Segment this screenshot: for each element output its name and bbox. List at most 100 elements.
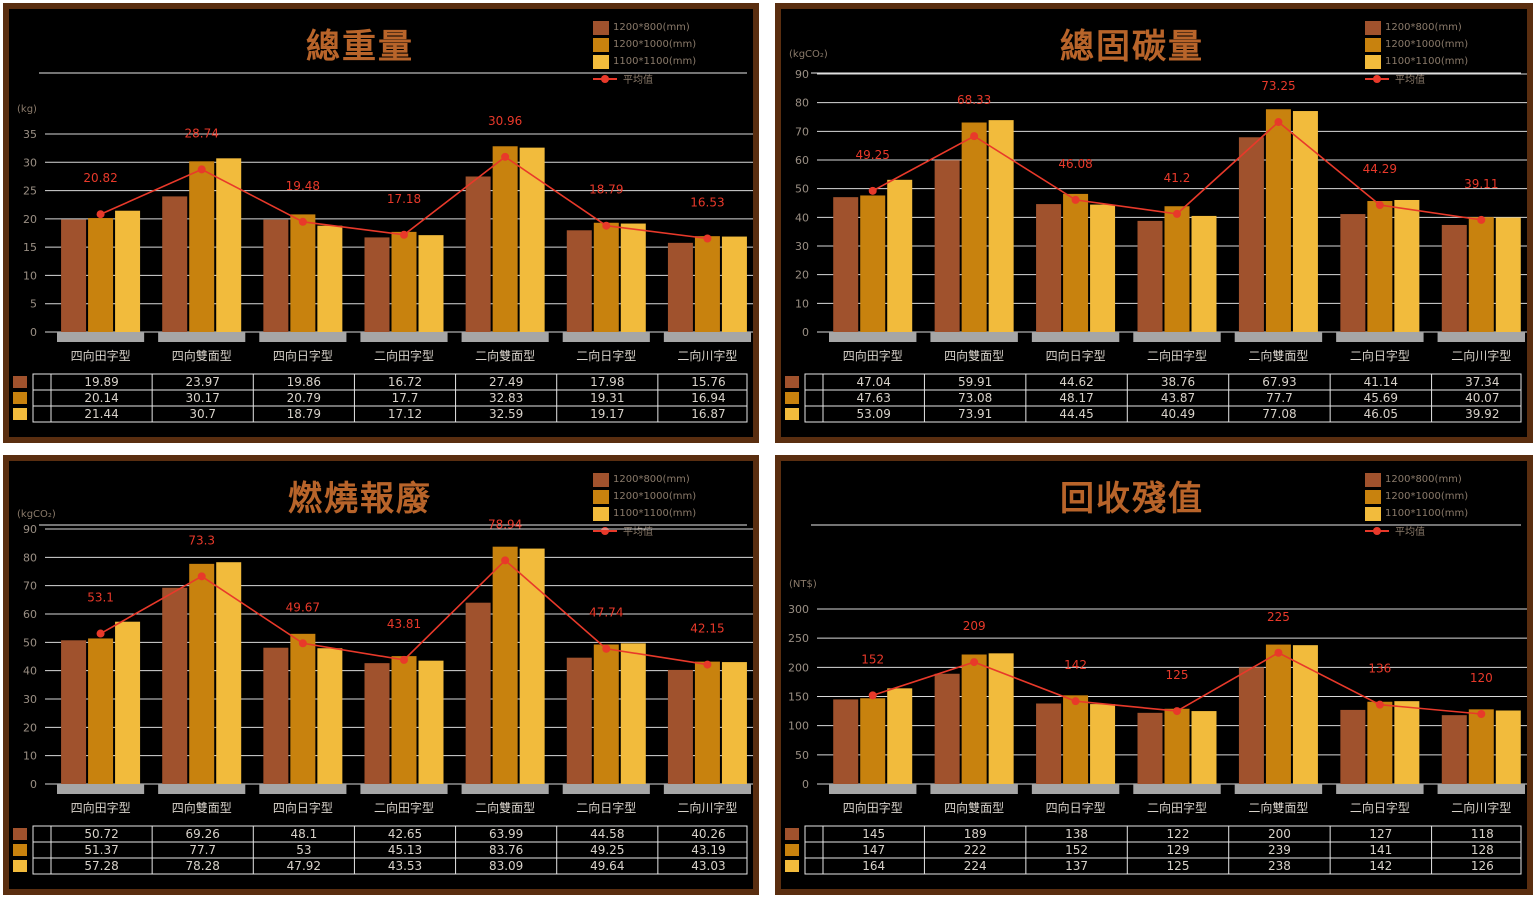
table-cell: 147 — [862, 843, 885, 857]
average-point — [400, 655, 408, 664]
legend-swatch — [1365, 37, 1381, 52]
x-tick-label: 二向日字型 — [1350, 348, 1410, 363]
average-data-label: 41.2 — [1164, 171, 1191, 185]
y-tick-label: 0 — [802, 326, 809, 339]
bar — [721, 236, 747, 332]
table-cell: 43.03 — [691, 859, 725, 873]
legend-swatch — [593, 20, 609, 35]
bar — [566, 657, 592, 784]
bar — [620, 643, 646, 784]
average-data-label: 18.79 — [589, 183, 623, 197]
table-row-swatch — [13, 828, 27, 840]
table-cell: 30.17 — [186, 391, 220, 405]
legend-swatch — [1365, 20, 1381, 35]
legend-item: 1200*1000(mm) — [593, 36, 696, 53]
average-point — [602, 221, 611, 230]
table-cell: 224 — [964, 859, 987, 873]
average-point — [602, 644, 611, 653]
category-base — [1031, 332, 1120, 342]
y-tick-label: 5 — [30, 298, 37, 311]
legend-item: 1100*1100(mm) — [1365, 53, 1468, 70]
category-base — [1133, 784, 1221, 794]
bar — [566, 230, 592, 332]
average-data-label: 125 — [1166, 668, 1189, 682]
legend-line-marker — [593, 73, 617, 85]
category-base — [1336, 784, 1424, 794]
average-point — [96, 629, 105, 638]
legend-label: 平均值 — [1395, 75, 1425, 86]
legend-label: 1200*1000(mm) — [1385, 491, 1469, 502]
x-tick-label: 二向日字型 — [1350, 800, 1410, 815]
category-base — [663, 784, 751, 794]
table-row-swatch — [13, 844, 27, 856]
table-cell: 51.37 — [84, 843, 118, 857]
bar — [1036, 204, 1062, 332]
legend-line-marker — [1365, 525, 1389, 537]
table-cell: 57.28 — [84, 859, 118, 873]
legend-label: 1200*800(mm) — [613, 22, 690, 33]
table-cell: 152 — [1065, 843, 1088, 857]
bar — [317, 225, 343, 332]
legend-label: 1100*1100(mm) — [1385, 508, 1469, 519]
x-tick-label: 二向雙面型 — [475, 800, 535, 815]
legend-line-marker — [593, 525, 617, 537]
y-tick-label: 300 — [788, 603, 809, 616]
bar — [988, 120, 1014, 332]
table-cell: 17.7 — [392, 391, 419, 405]
table-row-swatch — [13, 408, 27, 420]
legend-item: 1100*1100(mm) — [593, 505, 696, 522]
bar — [1468, 709, 1494, 784]
table-cell: 44.62 — [1059, 375, 1093, 389]
average-point — [1375, 201, 1384, 210]
table-cell: 38.76 — [1161, 375, 1195, 389]
data-table — [32, 825, 748, 875]
legend: 1200*800(mm) 1200*1000(mm) 1100*1100(mm) 平均… — [593, 19, 696, 87]
y-tick-label: 15 — [23, 241, 37, 254]
bar — [162, 196, 188, 332]
average-point — [1274, 118, 1283, 127]
y-tick-label: 100 — [788, 720, 809, 733]
table-cell: 67.93 — [1262, 375, 1296, 389]
bar — [1090, 204, 1116, 332]
data-table — [804, 825, 1522, 875]
table-cell: 53.09 — [857, 407, 891, 421]
bar — [1265, 109, 1291, 332]
table-cell: 45.13 — [388, 843, 422, 857]
table-cell: 17.12 — [388, 407, 422, 421]
bar — [667, 242, 693, 332]
category-base — [461, 332, 549, 342]
x-tick-label: 四向田字型 — [71, 800, 131, 815]
bar — [1238, 137, 1264, 332]
average-data-label: 20.82 — [83, 171, 117, 185]
table-cell: 77.08 — [1262, 407, 1296, 421]
y-tick-label: 20 — [23, 213, 37, 226]
average-point — [197, 165, 206, 174]
bar — [364, 663, 390, 784]
average-data-label: 19.48 — [286, 179, 320, 193]
legend-item: 1100*1100(mm) — [593, 53, 696, 70]
y-tick-label: 200 — [788, 661, 809, 674]
category-base — [259, 332, 347, 342]
average-point — [703, 234, 712, 243]
table-row-swatch — [785, 408, 799, 420]
bar — [593, 644, 619, 784]
bar — [620, 223, 646, 332]
legend-item: 1200*800(mm) — [1365, 471, 1468, 488]
category-base — [1133, 332, 1221, 342]
bar — [1090, 704, 1116, 784]
bar — [934, 673, 960, 784]
average-data-label: 17.18 — [387, 192, 421, 206]
y-tick-label: 10 — [23, 750, 37, 763]
category-base — [1234, 332, 1323, 342]
x-tick-label: 二向田字型 — [374, 348, 434, 363]
average-point — [1477, 710, 1486, 718]
x-tick-label: 四向日字型 — [273, 348, 333, 363]
x-tick-label: 四向日字型 — [273, 800, 333, 815]
legend-item-average: 平均值 — [1365, 70, 1468, 87]
table-cell: 42.65 — [388, 827, 422, 841]
bar — [216, 562, 242, 784]
table-row-swatch — [13, 376, 27, 388]
average-data-label: 68.33 — [957, 93, 991, 107]
y-tick-label: 0 — [30, 778, 37, 791]
average-data-label: 142 — [1064, 658, 1087, 672]
